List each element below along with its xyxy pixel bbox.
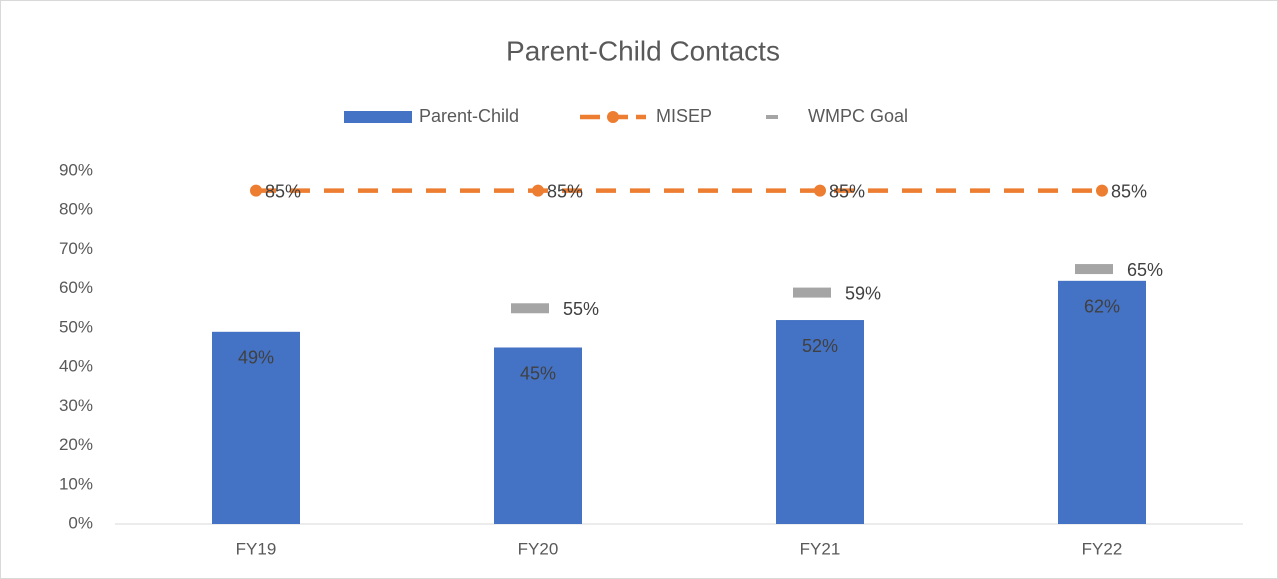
data-label: 85% — [1111, 181, 1147, 201]
line-marker — [814, 184, 826, 197]
x-tick-label: FY20 — [518, 539, 559, 558]
chart-title: Parent-Child Contacts — [506, 35, 780, 66]
legend-swatch — [344, 111, 412, 123]
bar — [776, 320, 864, 524]
data-label: 85% — [265, 181, 301, 201]
legend-label: Parent-Child — [419, 106, 519, 126]
line-marker — [250, 184, 262, 197]
data-label: 52% — [802, 336, 838, 356]
bar — [1058, 280, 1146, 524]
data-label: 85% — [547, 181, 583, 201]
line-marker — [1096, 184, 1108, 197]
data-label: 85% — [829, 181, 865, 201]
y-tick-label: 90% — [59, 160, 93, 179]
y-tick-label: 40% — [59, 357, 93, 376]
legend-label: MISEP — [656, 106, 712, 126]
x-tick-label: FY19 — [236, 539, 277, 558]
x-tick-label: FY21 — [800, 539, 841, 558]
data-label: 65% — [1127, 260, 1163, 280]
data-label: 45% — [520, 363, 556, 383]
bar — [494, 347, 582, 524]
legend-marker — [607, 111, 619, 123]
legend-label: WMPC Goal — [808, 106, 908, 126]
goal-marker — [1075, 264, 1113, 275]
y-tick-label: 70% — [59, 239, 93, 258]
y-tick-label: 60% — [59, 278, 93, 297]
y-tick-label: 10% — [59, 474, 93, 493]
y-tick-label: 30% — [59, 396, 93, 415]
data-label: 55% — [563, 299, 599, 319]
x-tick-label: FY22 — [1082, 539, 1123, 558]
line-marker — [532, 184, 544, 197]
y-tick-label: 20% — [59, 435, 93, 454]
bar — [212, 331, 300, 524]
data-label: 62% — [1084, 297, 1120, 317]
y-tick-label: 80% — [59, 200, 93, 219]
goal-marker — [511, 303, 549, 314]
y-tick-label: 0% — [68, 513, 93, 532]
data-label: 49% — [238, 348, 274, 368]
y-tick-label: 50% — [59, 317, 93, 336]
goal-marker — [793, 287, 831, 298]
legend-swatch — [766, 115, 778, 119]
data-label: 59% — [845, 283, 881, 303]
